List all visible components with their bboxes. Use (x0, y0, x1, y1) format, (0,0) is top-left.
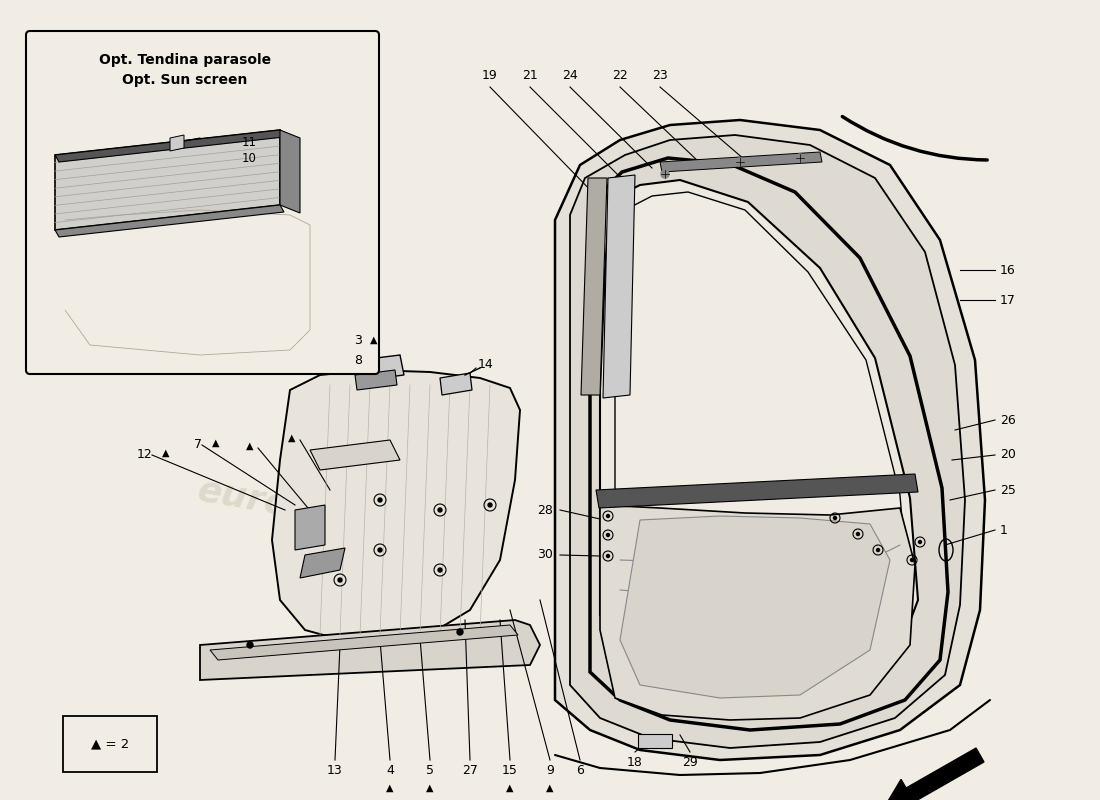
Text: 23: 23 (652, 69, 668, 82)
Text: 4: 4 (386, 763, 394, 777)
Polygon shape (280, 130, 300, 213)
Circle shape (606, 514, 609, 518)
Polygon shape (210, 625, 518, 660)
Text: 25: 25 (1000, 483, 1016, 497)
Text: ▲: ▲ (506, 783, 514, 793)
Circle shape (911, 558, 913, 562)
Polygon shape (360, 355, 404, 380)
Text: ▲: ▲ (427, 783, 433, 793)
Circle shape (796, 154, 804, 162)
Circle shape (438, 568, 442, 572)
Circle shape (877, 549, 880, 551)
Polygon shape (200, 620, 540, 680)
Text: 11: 11 (242, 137, 257, 150)
Text: 18: 18 (627, 755, 642, 769)
Text: eurospares: eurospares (574, 574, 805, 646)
Polygon shape (440, 373, 472, 395)
Text: 16: 16 (1000, 263, 1015, 277)
Text: 5: 5 (426, 763, 434, 777)
Polygon shape (570, 135, 965, 748)
Text: 3: 3 (354, 334, 362, 346)
Circle shape (857, 533, 859, 535)
Text: 20: 20 (1000, 449, 1016, 462)
Polygon shape (556, 120, 984, 760)
Text: 21: 21 (522, 69, 538, 82)
Text: 19: 19 (482, 69, 498, 82)
Text: ▲ = 2: ▲ = 2 (91, 738, 129, 750)
Polygon shape (660, 152, 822, 172)
Circle shape (661, 170, 669, 178)
Text: 9: 9 (546, 763, 554, 777)
Polygon shape (600, 505, 915, 720)
Polygon shape (620, 516, 890, 698)
Polygon shape (55, 130, 284, 162)
Text: 24: 24 (562, 69, 578, 82)
Polygon shape (170, 135, 184, 151)
Text: 13: 13 (327, 763, 343, 777)
Text: 27: 27 (462, 763, 477, 777)
Text: ▲: ▲ (370, 335, 377, 345)
Text: ▲: ▲ (386, 783, 394, 793)
Polygon shape (295, 505, 324, 550)
Polygon shape (603, 175, 635, 398)
Polygon shape (581, 178, 607, 395)
Polygon shape (638, 734, 672, 748)
Polygon shape (55, 130, 280, 230)
Text: 14: 14 (478, 358, 494, 371)
Text: 1: 1 (1000, 523, 1008, 537)
Text: 6: 6 (576, 763, 584, 777)
Circle shape (378, 548, 382, 552)
Text: 15: 15 (502, 763, 518, 777)
FancyBboxPatch shape (63, 716, 157, 772)
Polygon shape (596, 474, 918, 508)
Polygon shape (55, 205, 284, 237)
FancyArrow shape (882, 748, 984, 800)
Circle shape (338, 578, 342, 582)
Polygon shape (272, 370, 520, 645)
Text: ▲: ▲ (288, 433, 296, 443)
Polygon shape (310, 440, 400, 470)
Text: 30: 30 (537, 549, 553, 562)
Text: eurospares: eurospares (195, 474, 426, 546)
Text: 29: 29 (682, 755, 697, 769)
Text: 26: 26 (1000, 414, 1015, 426)
FancyBboxPatch shape (26, 31, 379, 374)
Text: 7: 7 (194, 438, 202, 451)
Circle shape (606, 534, 609, 537)
Text: 22: 22 (612, 69, 628, 82)
Text: ▲: ▲ (162, 448, 169, 458)
Circle shape (456, 629, 463, 635)
Circle shape (378, 498, 382, 502)
Text: ▲: ▲ (547, 783, 553, 793)
Text: Opt. Tendina parasole: Opt. Tendina parasole (99, 53, 271, 67)
Text: ▲: ▲ (246, 441, 254, 451)
Circle shape (918, 541, 922, 543)
Circle shape (248, 642, 253, 648)
Circle shape (834, 517, 836, 519)
Polygon shape (355, 370, 397, 390)
Text: ▲: ▲ (212, 438, 220, 448)
Circle shape (606, 554, 609, 558)
Text: Opt. Sun screen: Opt. Sun screen (122, 73, 248, 87)
Polygon shape (615, 192, 908, 672)
Polygon shape (590, 158, 948, 730)
Circle shape (488, 503, 492, 507)
Text: 8: 8 (354, 354, 362, 366)
Text: 10: 10 (242, 151, 257, 165)
Circle shape (438, 508, 442, 512)
Polygon shape (600, 180, 918, 680)
Polygon shape (300, 548, 345, 578)
Text: 28: 28 (537, 503, 553, 517)
Text: 12: 12 (136, 449, 152, 462)
Text: 17: 17 (1000, 294, 1016, 306)
Circle shape (736, 158, 744, 166)
